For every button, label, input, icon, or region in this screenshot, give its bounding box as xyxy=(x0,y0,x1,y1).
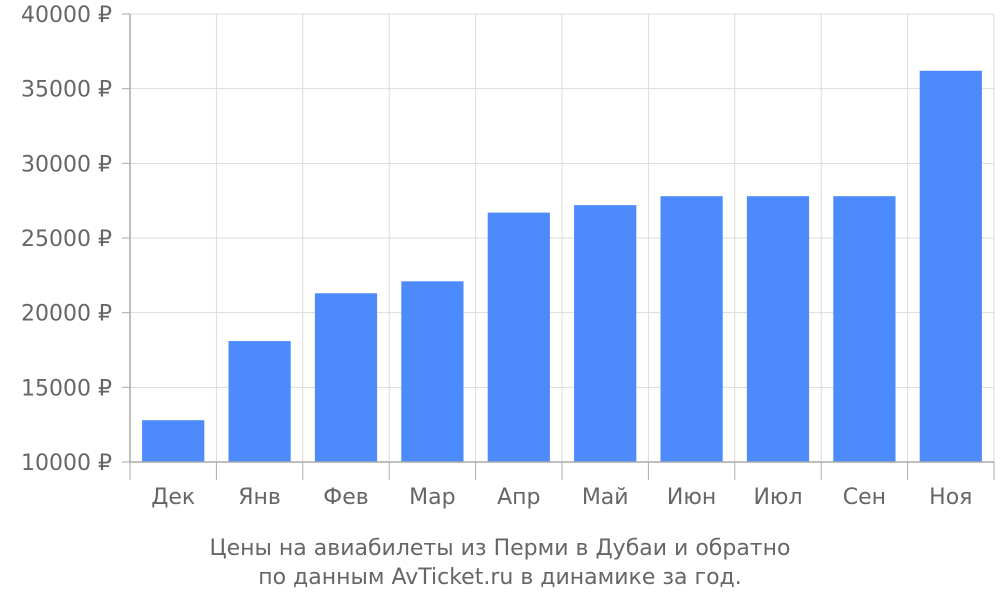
y-tick-label: 10000 ₽ xyxy=(21,451,112,476)
bar-Дек xyxy=(142,420,205,462)
y-tick-label: 40000 ₽ xyxy=(21,3,112,28)
x-tick-label: Апр xyxy=(497,485,540,510)
y-tick-label: 25000 ₽ xyxy=(21,227,112,252)
bar-Фев xyxy=(314,293,378,462)
bar-Янв xyxy=(228,341,291,462)
grid xyxy=(130,13,995,463)
x-tick-label: Июл xyxy=(753,485,802,510)
y-tick-label: 20000 ₽ xyxy=(21,302,112,327)
bars xyxy=(142,70,982,463)
x-tick-labels: Дек Янв Фев Мар Апр Май Июн Июл Сен Ноя xyxy=(151,485,972,510)
x-tick-label: Сен xyxy=(843,485,886,510)
chart-subtitle: по данным AvTicket.ru в динамике за год. xyxy=(258,565,742,590)
axes xyxy=(122,13,995,480)
x-tick-label: Фев xyxy=(323,485,368,510)
bar-Ноя xyxy=(919,70,982,462)
x-tick-label: Янв xyxy=(238,485,281,510)
bar-Июл xyxy=(746,196,810,463)
x-tick-label: Ноя xyxy=(929,485,972,510)
x-tick-label: Июн xyxy=(667,485,716,510)
bar-Апр xyxy=(487,212,550,462)
x-tick-label: Май xyxy=(582,485,629,510)
bar-Июн xyxy=(660,196,723,463)
y-tick-labels: 10000 ₽ 15000 ₽ 20000 ₽ 25000 ₽ 30000 ₽ 35000… xyxy=(21,3,112,476)
y-tick-label: 30000 ₽ xyxy=(21,152,112,177)
y-tick-label: 15000 ₽ xyxy=(21,376,112,401)
x-tick-label: Дек xyxy=(151,485,195,510)
x-tick-label: Мар xyxy=(409,485,455,510)
chart-title: Цены на авиабилеты из Перми в Дубаи и об… xyxy=(210,536,791,561)
bar-Мар xyxy=(401,281,464,462)
bar-Сен xyxy=(833,196,896,463)
bar-Май xyxy=(574,205,637,462)
y-tick-label: 35000 ₽ xyxy=(21,78,112,103)
